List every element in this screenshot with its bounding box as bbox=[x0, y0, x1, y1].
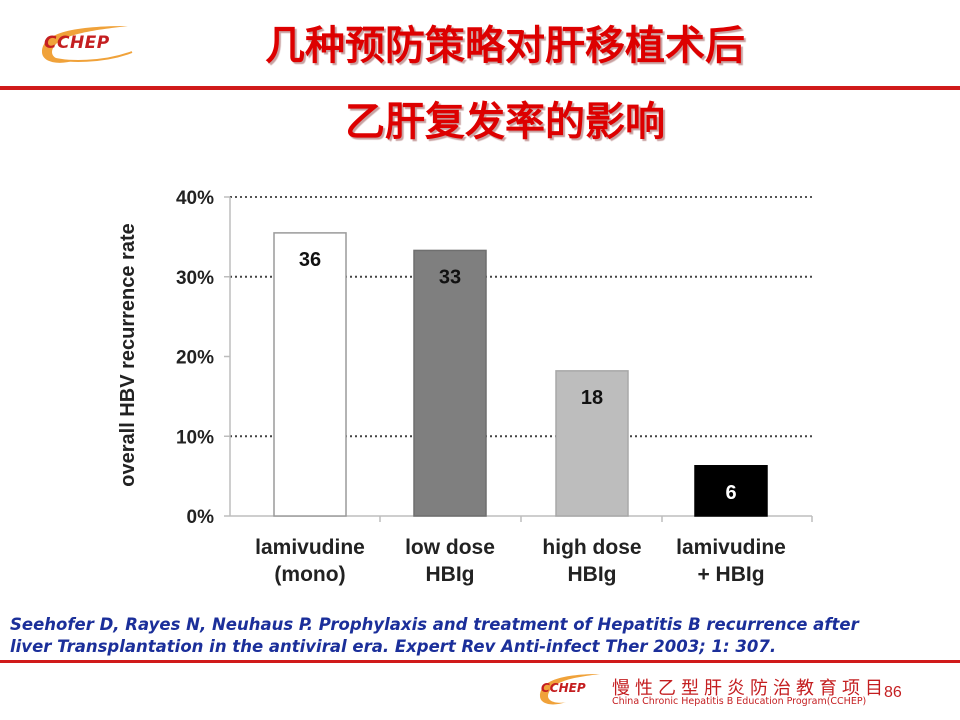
chart-y-axis-label: overall HBV recurrence rate bbox=[117, 223, 139, 486]
x-tick-label: HBIg bbox=[426, 563, 475, 586]
citation-line1: Seehofer D, Rayes N, Neuhaus P. Prophyla… bbox=[10, 615, 859, 634]
x-tick-label: low dose bbox=[405, 536, 495, 559]
cchep-logo: CCHEP bbox=[36, 22, 140, 66]
logo-text: CCHEP bbox=[44, 33, 110, 53]
y-tick-label: 30% bbox=[176, 268, 214, 289]
bar-data-label: 18 bbox=[581, 387, 603, 409]
x-tick-label: lamivudine bbox=[255, 536, 365, 559]
y-tick-label: 0% bbox=[187, 507, 215, 528]
y-tick-label: 10% bbox=[176, 427, 214, 448]
citation: Seehofer D, Rayes N, Neuhaus P. Prophyla… bbox=[10, 614, 940, 658]
footer-logo: CCHEP bbox=[536, 670, 606, 708]
x-tick-label: (mono) bbox=[274, 563, 345, 586]
x-tick-label: lamivudine bbox=[676, 536, 786, 559]
bar bbox=[694, 465, 768, 517]
bar bbox=[555, 370, 629, 517]
citation-line2: liver Transplantation in the antiviral e… bbox=[10, 637, 777, 656]
bar bbox=[273, 232, 347, 517]
footer-logo-text: CCHEP bbox=[541, 681, 586, 695]
chart-y-tick-labels: 0% 10% 20% 30% 40% bbox=[176, 188, 214, 528]
x-tick-label: HBIg bbox=[568, 563, 617, 586]
footer-org-name-en: China Chronic Hepatitis B Education Prog… bbox=[612, 696, 867, 707]
slide-title-line1: 几种预防策略对肝移植术后 bbox=[265, 23, 745, 69]
footer-divider bbox=[0, 660, 960, 663]
bar-data-label: 36 bbox=[299, 249, 321, 271]
chart-x-tick-labels: lamivudine (mono) low dose HBIg high dose HBI… bbox=[255, 536, 786, 586]
page-number: 86 bbox=[884, 684, 902, 701]
chart-bars: 36 33 18 6 bbox=[273, 232, 768, 517]
logo-swoosh-icon bbox=[42, 26, 133, 63]
header-divider bbox=[0, 86, 960, 90]
footer-org-name-cn: 慢性乙型肝炎防治教育项目 bbox=[612, 678, 888, 699]
slide-title-line2: 乙肝复发率的影响 bbox=[345, 99, 665, 145]
bar-data-label: 6 bbox=[725, 482, 736, 504]
bar bbox=[413, 249, 487, 517]
y-tick-label: 20% bbox=[176, 348, 214, 369]
bar-data-label: 33 bbox=[439, 266, 461, 288]
footer-logo-swoosh-icon bbox=[540, 674, 600, 705]
x-tick-label: + HBIg bbox=[697, 563, 764, 586]
y-tick-label: 40% bbox=[176, 188, 214, 209]
x-tick-label: high dose bbox=[542, 536, 641, 559]
